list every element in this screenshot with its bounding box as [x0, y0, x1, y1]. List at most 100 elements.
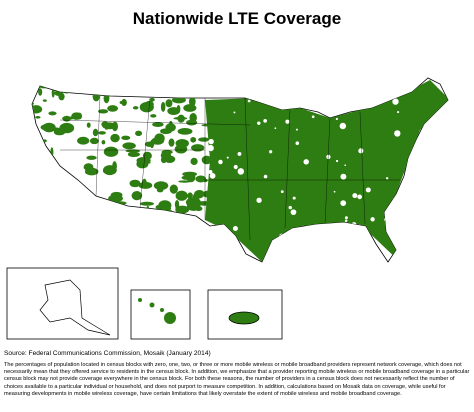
coverage-patch: [203, 94, 210, 98]
coverage-patch: [139, 201, 155, 206]
coverage-patch: [156, 187, 164, 193]
coverage-patch: [38, 84, 50, 89]
coverage-gap: [226, 156, 229, 159]
title: Nationwide LTE Coverage: [132, 9, 342, 28]
coverage-patch: [77, 136, 90, 145]
coverage-patch: [120, 85, 125, 96]
coverage-patch: [131, 190, 143, 201]
coverage-patch: [174, 144, 188, 154]
coverage-patch: [71, 112, 82, 120]
coverage-patch: [48, 111, 57, 116]
alaska: [39, 279, 111, 336]
coverage-gap: [319, 102, 325, 107]
source: Source: Federal Communications Commissio…: [4, 350, 211, 357]
coverage-patch: [50, 147, 54, 157]
coverage-gap: [303, 159, 309, 165]
coverage-patch: [111, 215, 121, 223]
coverage-patch: [202, 178, 208, 183]
state-lines: [59, 95, 400, 241]
coverage-patch: [32, 158, 45, 168]
hawaii-inset: [130, 289, 191, 340]
coverage-patch: [154, 133, 165, 144]
coverage-patch: [129, 179, 141, 188]
coverage-gap: [232, 225, 238, 231]
coverage-patch: [175, 205, 190, 214]
coverage-patch: [33, 185, 46, 194]
coverage-patch: [201, 123, 217, 127]
coverage-gap: [326, 154, 331, 160]
coverage-patch: [103, 165, 117, 176]
coverage-gap: [340, 173, 347, 180]
coverage-gap: [339, 122, 347, 130]
coverage-patch: [154, 183, 166, 187]
state-line: [59, 95, 400, 241]
coverage-patch: [144, 141, 155, 147]
footnote: The percentages of population located in…: [4, 362, 470, 397]
coverage-patch: [194, 90, 202, 96]
puerto-rico: [228, 311, 260, 325]
coverage-patch: [121, 135, 131, 140]
coverage-patch: [92, 91, 100, 102]
coverage-patch: [183, 104, 197, 112]
coverage-patch: [92, 128, 99, 137]
coverage-gap: [295, 128, 298, 131]
coverage-gap: [289, 104, 293, 108]
coverage-patch: [59, 212, 70, 221]
coverage-patch: [110, 133, 120, 143]
coverage-patch: [111, 121, 118, 132]
coverage-gap: [288, 205, 292, 210]
coverage-gap: [311, 115, 315, 119]
coverage-patch: [191, 144, 205, 152]
coverage-patch: [150, 114, 157, 118]
coverage-patch: [139, 101, 154, 113]
coverage-patch: [196, 201, 212, 206]
coverage-gap: [218, 159, 223, 165]
coverage-gap: [397, 111, 400, 114]
coverage-patch: [121, 98, 127, 107]
coverage-patch: [35, 165, 42, 173]
coverage-patch: [103, 168, 107, 174]
coverage-patch: [108, 194, 123, 203]
coverage-patch: [188, 96, 196, 107]
coverage-patch: [35, 116, 41, 119]
coverage-gap: [358, 148, 364, 154]
coverage-patch: [186, 119, 198, 126]
coverage-patch: [178, 180, 191, 183]
coverage-patch: [32, 193, 40, 202]
coverage-patch: [190, 157, 198, 166]
coverage-patch: [127, 151, 140, 158]
coverage-patch: [84, 167, 99, 176]
hawaii: [138, 298, 176, 324]
coverage-gap: [295, 141, 300, 145]
coverage-patch: [98, 207, 111, 210]
coverage-gap: [383, 217, 388, 222]
coverage-gap: [208, 138, 214, 145]
coverage-gap: [335, 117, 338, 121]
coverage-patch: [119, 100, 124, 104]
coverage-gap: [352, 228, 358, 234]
coverage-patch: [150, 87, 162, 98]
coverage-patch: [132, 106, 139, 110]
coverage-patch: [38, 88, 43, 96]
coverage-patch: [169, 184, 178, 194]
coverage-gap: [247, 99, 251, 103]
coverage-patch: [204, 91, 209, 96]
coverage-gap: [344, 164, 346, 167]
coverage-patch: [62, 115, 71, 122]
coverage-patch: [122, 142, 136, 150]
coverage-patch: [201, 85, 214, 94]
coverage-gap: [333, 190, 336, 193]
coverage-patch: [136, 159, 149, 169]
map: [6, 77, 449, 340]
coverage-gap: [207, 144, 214, 152]
coverage-patch: [182, 171, 197, 177]
coverage-patch: [160, 151, 172, 160]
coverage-gap: [256, 197, 262, 203]
coverage-patch: [32, 102, 35, 106]
coverage-patch: [184, 89, 197, 95]
coverage-patch: [181, 175, 192, 180]
coverage-patch: [134, 213, 141, 216]
coverage-patch: [98, 131, 106, 135]
coverage-gap: [292, 196, 296, 200]
